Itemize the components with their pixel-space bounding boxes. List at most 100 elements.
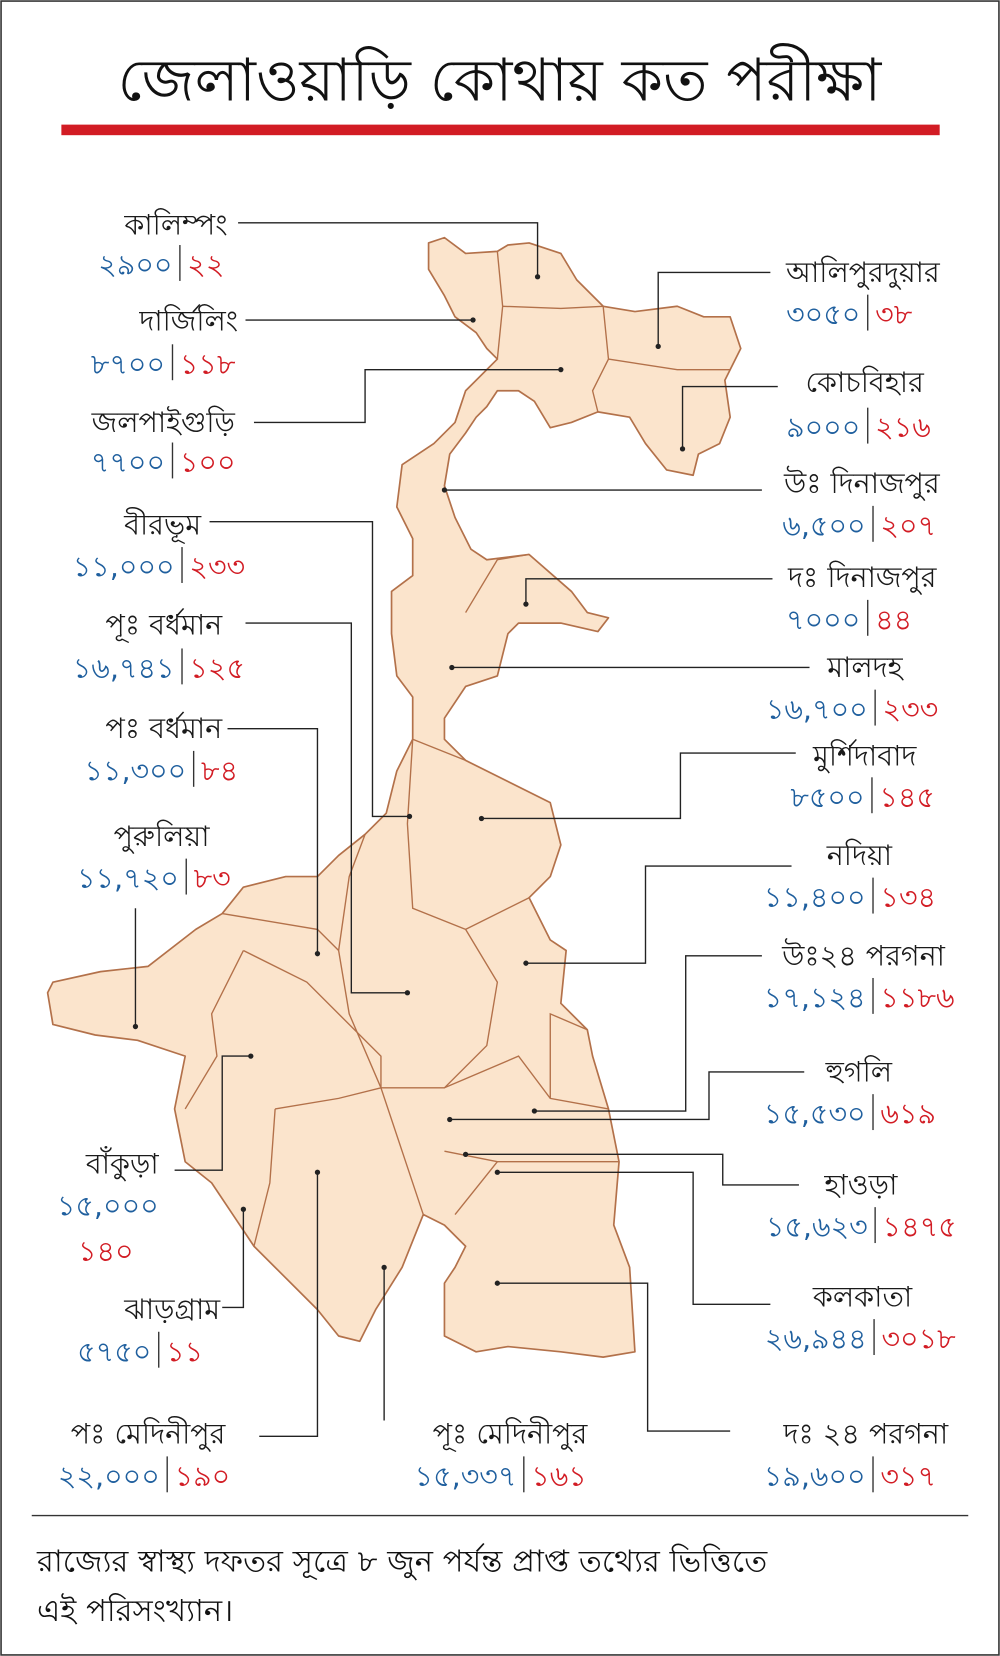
tests-count: ৭০০০ <box>786 603 860 636</box>
positive-count: ৩১৭ <box>880 1460 936 1493</box>
leader-dot <box>132 1023 139 1030</box>
district-name: জলপাইগুড়ি <box>91 405 237 439</box>
border <box>406 739 530 931</box>
border <box>412 738 466 762</box>
border <box>243 949 382 1088</box>
leader-dot <box>523 601 529 607</box>
leader-dot <box>314 951 321 957</box>
leader-line <box>253 368 561 424</box>
tests-count: ৭৭০০ <box>91 446 165 479</box>
tests-count: ৫৭৫০ <box>77 1335 151 1368</box>
positive-count: ১৯০ <box>175 1460 231 1493</box>
leader-line <box>245 622 408 994</box>
tests-count: ১৫,৬২৩ <box>766 1211 868 1244</box>
tests-count: ১৫,৩৩৭ <box>415 1460 517 1493</box>
leader-line <box>209 521 410 818</box>
title: জেলাওয়াড়ি কোথায় কত পরীক্ষা <box>118 43 883 114</box>
district-name: আলিপুরদুয়ার <box>785 255 941 290</box>
border <box>275 1086 424 1215</box>
border <box>444 1150 620 1163</box>
district-name: কলকাতা <box>812 1280 913 1313</box>
tests-count: ২২,০০০ <box>58 1460 160 1493</box>
leader-line <box>449 1071 805 1121</box>
leader-dot <box>523 960 529 966</box>
leader-dot <box>441 487 448 493</box>
tests-count: ১৯,৬০০ <box>764 1460 866 1493</box>
tests-count: ২৬,৯৪৪ <box>765 1323 867 1356</box>
border <box>502 305 604 310</box>
leader-dot <box>406 813 413 820</box>
positive-count: ২১৬ <box>875 411 931 444</box>
leader-line <box>227 728 319 954</box>
positive-count: ৩০১৮ <box>881 1323 956 1356</box>
leader-line <box>222 1209 245 1309</box>
border <box>591 306 610 413</box>
border <box>253 1108 276 1247</box>
leader-line <box>657 271 771 347</box>
leader-dot <box>494 1280 500 1286</box>
positive-count: ১০০ <box>180 446 236 479</box>
tests-count: ১৬,৭৪১ <box>73 652 175 685</box>
positive-count: ১১৮ <box>180 348 236 381</box>
positive-count: ১৪৫ <box>879 781 935 814</box>
positive-count: ২৩৩ <box>883 693 939 726</box>
district-name: উঃ২৪ পরগনা <box>781 937 946 972</box>
district-name: নদিয়া <box>826 838 893 872</box>
leader-line <box>497 1282 731 1432</box>
leader-dot <box>449 664 455 671</box>
district-borders <box>184 251 731 1247</box>
positive-count: ১৬১ <box>531 1460 587 1493</box>
leader-dot <box>381 1264 387 1270</box>
tests-count: ৩০৫০ <box>786 298 860 331</box>
positive-count: ১৪০ <box>78 1235 134 1268</box>
positive-count: ১৩৪ <box>880 881 936 914</box>
district-labels: কালিম্পং ২৯০০ ২২ দার্জিলিং ৮৭০০ ১১৮ জলপাইগুড়ি… <box>57 207 957 1492</box>
tests-count: ১৫,৫৩০ <box>764 1098 866 1131</box>
border <box>465 553 530 613</box>
tests-count: ১১,৩০০ <box>84 755 186 788</box>
district-name: দার্জিলিং <box>138 304 238 338</box>
district-name: মুর্শিদাবাদ <box>812 739 917 774</box>
leader-dot <box>240 1206 247 1212</box>
positive-count: ২৩৩ <box>189 551 245 584</box>
positive-count: ১৪৭৫ <box>883 1211 957 1244</box>
tests-count: ৮৭০০ <box>91 348 165 381</box>
district-name: হাওড়া <box>823 1169 898 1202</box>
tests-count: ৯০০০ <box>786 411 860 444</box>
district-name: মালদহ <box>826 651 904 684</box>
border <box>184 950 245 1110</box>
leader-dot <box>558 367 564 373</box>
leader-line <box>481 752 796 820</box>
leader-line <box>681 385 778 449</box>
leader-dot <box>534 274 541 280</box>
tests-count: ২৯০০ <box>98 249 172 282</box>
leader-dot <box>248 1053 254 1059</box>
positive-count: ৬১৯ <box>880 1098 936 1131</box>
leader-dot <box>655 343 661 350</box>
district-name: পঃ বর্ধমান <box>105 711 223 745</box>
district-name: পূঃ মেদিনীপুর <box>433 1416 589 1452</box>
leader-line <box>174 1055 251 1171</box>
leader-dot <box>462 1151 469 1157</box>
district-name: দঃ দিনাজপুর <box>787 560 938 595</box>
map <box>46 236 742 1358</box>
tests-count: ৬,৫০০ <box>782 509 865 542</box>
positive-count: ৮৩ <box>194 862 231 895</box>
border <box>549 1012 588 1099</box>
tests-count: ১১,৪০০ <box>764 881 866 914</box>
footer-line: এই পরিসংখ্যান। <box>37 1592 233 1629</box>
title-rule <box>61 124 940 136</box>
district-name: বীরভূম <box>123 506 202 543</box>
leader-line <box>497 1171 771 1305</box>
leader-line <box>525 578 773 605</box>
positive-count: ১১৮৬ <box>880 982 954 1015</box>
leader-line <box>259 1172 319 1438</box>
positive-count: ২০৭ <box>880 509 936 542</box>
positive-count: ৩৮ <box>875 298 913 331</box>
tests-count: ৮৫০০ <box>790 781 864 814</box>
district-name: কোচবিহার <box>805 365 925 399</box>
positive-count: ৪৪ <box>875 603 912 636</box>
border <box>444 1055 609 1110</box>
